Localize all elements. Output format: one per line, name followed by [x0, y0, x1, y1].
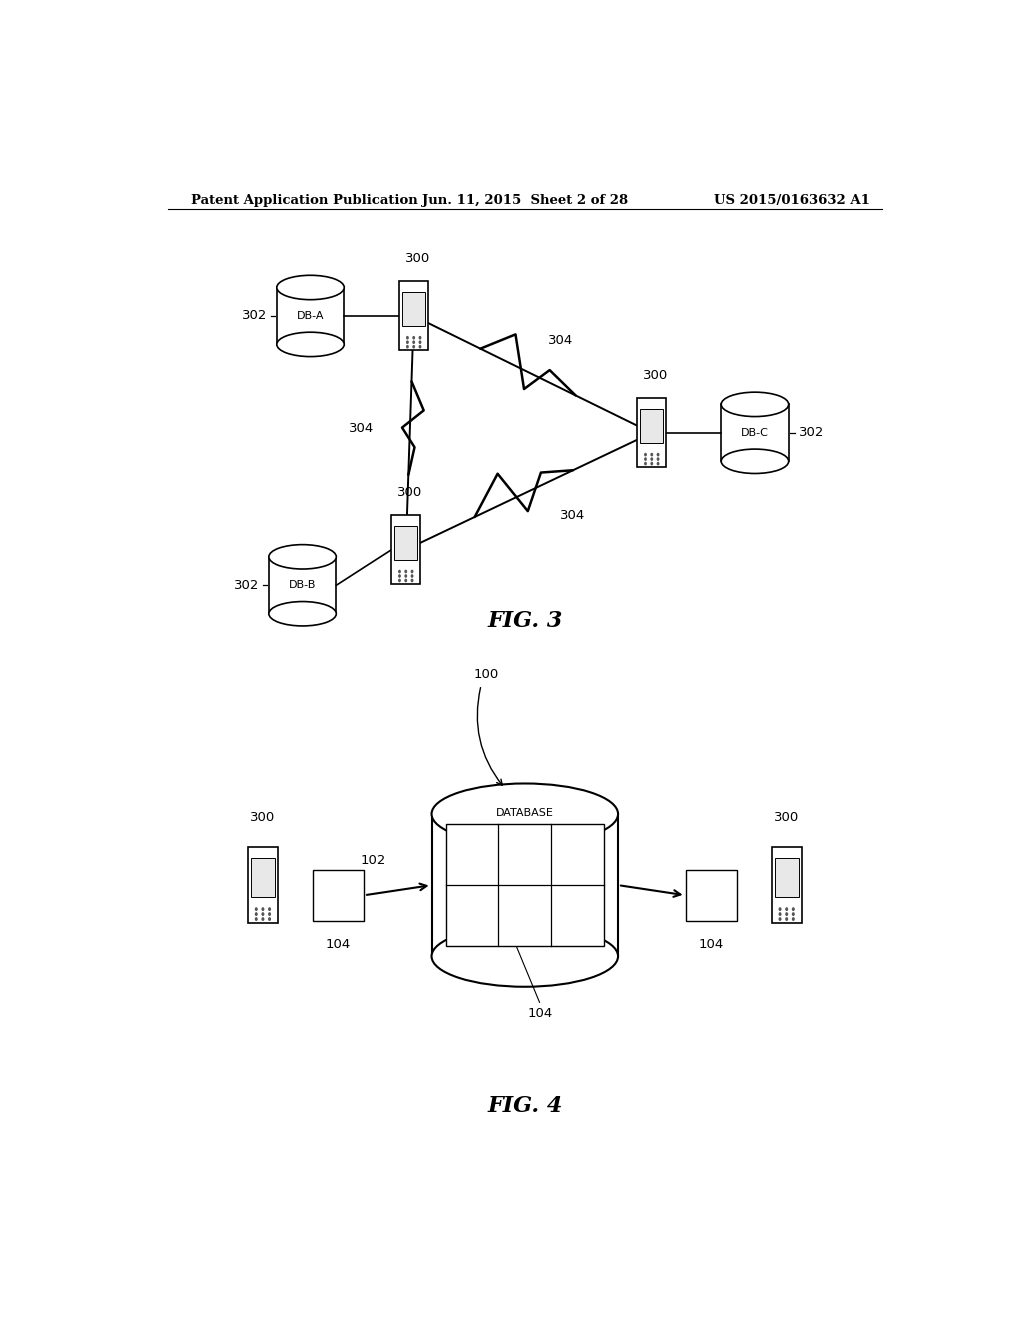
Circle shape	[778, 912, 781, 916]
Bar	[391, 515, 420, 585]
Bar	[402, 292, 425, 326]
Text: 104: 104	[326, 939, 351, 950]
Bar	[772, 847, 802, 923]
Text: 302: 302	[242, 309, 267, 322]
Circle shape	[778, 907, 781, 911]
Circle shape	[261, 907, 264, 911]
Ellipse shape	[269, 602, 336, 626]
Text: 102: 102	[360, 854, 386, 867]
Text: DB-C: DB-C	[741, 428, 769, 438]
Text: 302: 302	[233, 578, 259, 591]
Circle shape	[785, 907, 788, 911]
Bar	[248, 847, 278, 923]
Circle shape	[261, 917, 264, 921]
Ellipse shape	[276, 276, 344, 300]
Circle shape	[785, 912, 788, 916]
Circle shape	[404, 570, 408, 573]
Bar	[312, 870, 365, 921]
Circle shape	[406, 345, 409, 348]
Circle shape	[413, 345, 415, 348]
Bar	[399, 281, 428, 351]
Circle shape	[268, 917, 271, 921]
Text: FIG. 3: FIG. 3	[487, 610, 562, 632]
Polygon shape	[276, 288, 344, 345]
Circle shape	[255, 907, 258, 911]
Text: Jun. 11, 2015  Sheet 2 of 28: Jun. 11, 2015 Sheet 2 of 28	[422, 194, 628, 207]
Circle shape	[419, 335, 422, 339]
Text: 304: 304	[548, 334, 573, 347]
Bar	[251, 858, 275, 896]
Ellipse shape	[431, 925, 618, 987]
Text: DATABASE: DATABASE	[496, 808, 554, 818]
Circle shape	[411, 570, 414, 573]
Circle shape	[656, 462, 659, 466]
Text: 302: 302	[799, 426, 824, 440]
Circle shape	[406, 341, 409, 345]
Circle shape	[650, 453, 653, 457]
Polygon shape	[431, 814, 618, 956]
Text: DB-A: DB-A	[297, 312, 325, 321]
Circle shape	[644, 457, 647, 461]
Polygon shape	[269, 557, 336, 614]
Circle shape	[644, 462, 647, 466]
Text: 304: 304	[559, 508, 585, 521]
Text: 300: 300	[250, 812, 275, 824]
Circle shape	[268, 907, 271, 911]
Circle shape	[261, 912, 264, 916]
Circle shape	[656, 453, 659, 457]
Circle shape	[255, 917, 258, 921]
Bar	[445, 824, 604, 946]
Ellipse shape	[721, 392, 788, 417]
Circle shape	[398, 578, 401, 582]
Ellipse shape	[431, 784, 618, 845]
Bar	[640, 409, 664, 444]
Circle shape	[406, 335, 409, 339]
Text: 300: 300	[774, 812, 800, 824]
Circle shape	[398, 570, 401, 573]
Ellipse shape	[721, 449, 788, 474]
Circle shape	[413, 335, 415, 339]
Circle shape	[419, 341, 422, 345]
Circle shape	[656, 457, 659, 461]
Text: 100: 100	[473, 668, 499, 681]
Circle shape	[411, 578, 414, 582]
Circle shape	[785, 917, 788, 921]
Polygon shape	[721, 404, 788, 461]
Bar	[394, 525, 417, 560]
Circle shape	[404, 578, 408, 582]
Circle shape	[419, 345, 422, 348]
Circle shape	[411, 574, 414, 578]
Circle shape	[792, 912, 795, 916]
Circle shape	[268, 912, 271, 916]
Text: Patent Application Publication: Patent Application Publication	[191, 194, 418, 207]
Circle shape	[255, 912, 258, 916]
Circle shape	[792, 917, 795, 921]
Ellipse shape	[269, 545, 336, 569]
Bar	[685, 870, 737, 921]
Text: 104: 104	[698, 939, 724, 950]
Text: 300: 300	[397, 486, 422, 499]
Bar	[774, 858, 799, 896]
Circle shape	[792, 907, 795, 911]
Circle shape	[404, 574, 408, 578]
Text: 304: 304	[349, 421, 374, 434]
Text: US 2015/0163632 A1: US 2015/0163632 A1	[714, 194, 870, 207]
Circle shape	[650, 462, 653, 466]
Text: 104: 104	[528, 1007, 553, 1020]
Circle shape	[413, 341, 415, 345]
Text: DB-B: DB-B	[289, 581, 316, 590]
Circle shape	[398, 574, 401, 578]
Circle shape	[644, 453, 647, 457]
Circle shape	[650, 457, 653, 461]
Bar	[638, 399, 666, 467]
Text: 300: 300	[406, 252, 430, 265]
Text: FIG. 4: FIG. 4	[487, 1094, 562, 1117]
Circle shape	[778, 917, 781, 921]
Text: 300: 300	[643, 370, 669, 381]
Ellipse shape	[276, 333, 344, 356]
